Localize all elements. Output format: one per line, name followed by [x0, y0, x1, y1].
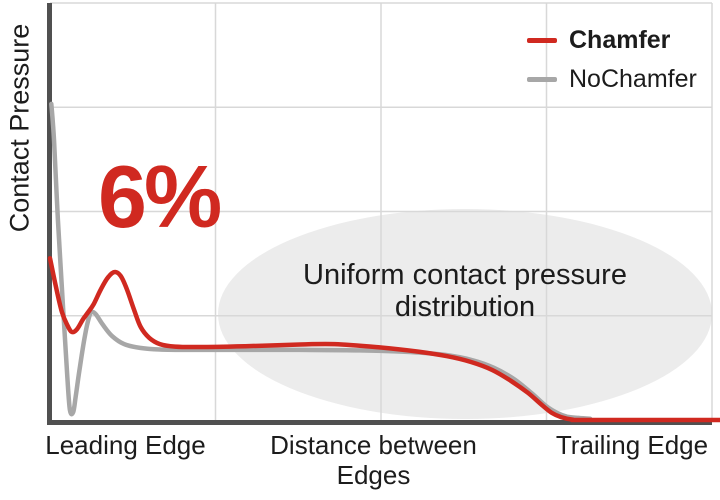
- y-axis-line: [47, 3, 52, 424]
- uniform-region-label: Uniform contact pressure distribution: [303, 259, 627, 323]
- x-label-distance-between-edges: Distance between Edges: [270, 430, 477, 490]
- percent-annotation: 6%: [98, 147, 222, 246]
- legend-label-chamfer: Chamfer: [569, 25, 671, 54]
- nochamfer-line-swatch: [527, 76, 557, 82]
- highlight-ellipse: [218, 209, 712, 419]
- nochamfer-curve: [49, 101, 593, 421]
- legend-label-nochamfer: NoChamfer: [569, 64, 697, 93]
- legend-item-nochamfer: NoChamfer: [527, 64, 697, 94]
- y-axis-title: Contact Pressure: [4, 23, 35, 233]
- legend-item-chamfer: Chamfer: [527, 25, 697, 55]
- chamfer-line-swatch: [527, 37, 557, 43]
- legend: Chamfer NoChamfer: [527, 25, 697, 94]
- x-label-leading-edge: Leading Edge: [45, 430, 206, 460]
- x-label-trailing-edge: Trailing Edge: [555, 430, 709, 460]
- x-axis-line: [47, 420, 712, 425]
- chamfer-curve: [47, 255, 720, 423]
